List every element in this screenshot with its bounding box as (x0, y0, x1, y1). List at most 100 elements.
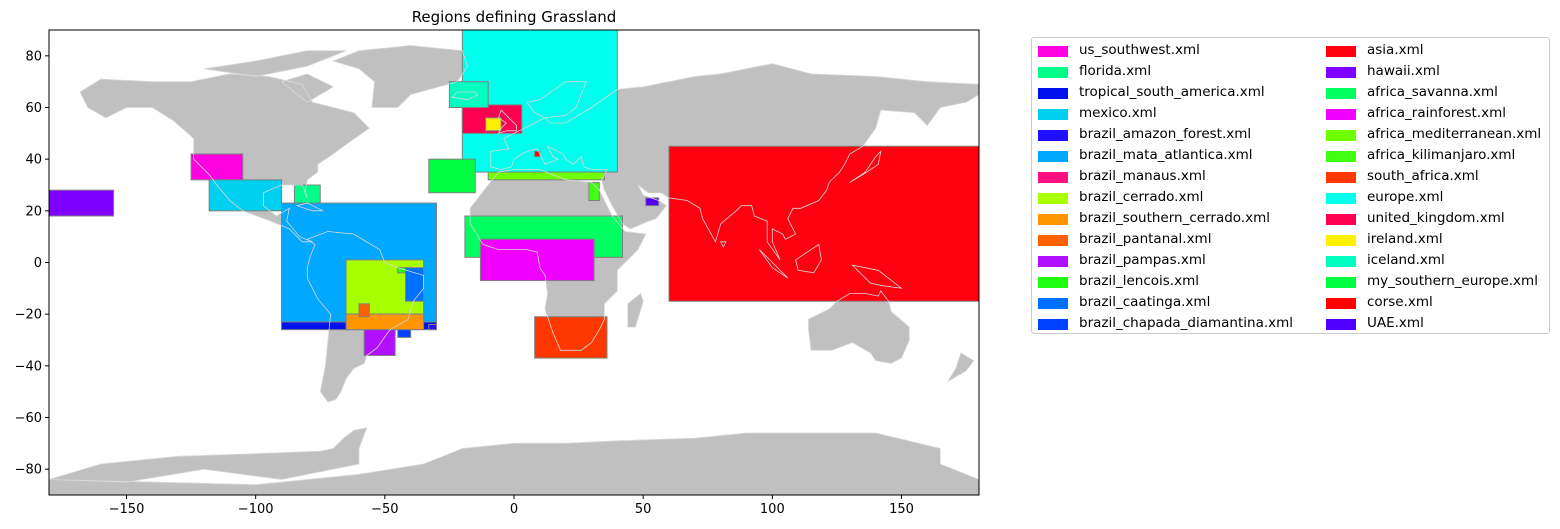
x-tick-label: 100 (760, 502, 785, 517)
legend-swatch (1326, 130, 1356, 141)
region-south-africa (534, 316, 608, 359)
legend-label: brazil_pantanal.xml (1079, 231, 1212, 247)
region-UAE (645, 197, 660, 207)
legend-swatch (1326, 88, 1356, 99)
legend-label: south_africa.xml (1367, 168, 1479, 184)
coastline-3 (469, 169, 647, 351)
coastline-16 (280, 73, 335, 103)
legend-swatch (1326, 46, 1356, 57)
legend-label: brazil_amazon_forest.xml (1079, 126, 1252, 142)
legend-label: hawaii.xml (1367, 63, 1440, 79)
legend-label: brazil_mata_atlantica.xml (1079, 147, 1253, 163)
legend-swatch (1326, 319, 1356, 330)
legend-label: asia.xml (1367, 42, 1424, 58)
legend-label: brazil_cerrado.xml (1079, 189, 1204, 205)
coastline-13 (851, 264, 903, 289)
legend-label: corse.xml (1367, 294, 1433, 310)
coastline-9 (627, 292, 644, 328)
legend-label: iceland.xml (1367, 252, 1445, 268)
x-tick-label: −100 (238, 502, 274, 517)
legend-label: brazil_pampas.xml (1079, 252, 1206, 268)
y-tick-label: −80 (15, 463, 42, 478)
legend-swatch (1326, 214, 1356, 225)
legend-swatch (1038, 88, 1068, 99)
region-brazil-amazon-forest (428, 324, 437, 331)
legend-swatch (1326, 67, 1356, 78)
x-tick-label: −50 (371, 502, 398, 517)
y-tick-label: 40 (25, 153, 42, 168)
legend-label: united_kingdom.xml (1367, 210, 1505, 226)
region-iceland (448, 81, 489, 108)
coastline-17 (203, 50, 347, 77)
coastline-0 (79, 73, 370, 243)
legend-swatch (1038, 109, 1068, 120)
legend-swatch (1038, 46, 1068, 57)
region-brazil-chapada-diamantina (397, 329, 412, 338)
region-ireland (485, 117, 502, 132)
legend-label: africa_kilimanjaro.xml (1367, 147, 1516, 163)
y-tick-label: 60 (25, 101, 42, 116)
land-mass-15 (948, 352, 974, 382)
legend-swatch (1038, 319, 1068, 330)
coastline-18 (720, 241, 727, 248)
region-hawaii (49, 189, 115, 217)
coastline-5 (808, 290, 910, 364)
legend-label: brazil_caatinga.xml (1079, 294, 1211, 310)
legend-swatch (1326, 151, 1356, 162)
legend-swatch (1326, 256, 1356, 267)
legend-swatch (1038, 151, 1068, 162)
y-tick-label: 20 (25, 204, 42, 219)
y-tick-label: −60 (15, 411, 42, 426)
x-tick-label: 50 (635, 502, 652, 517)
legend-swatch (1038, 298, 1068, 309)
y-tick-label: 80 (25, 49, 42, 64)
legend-swatch (1326, 193, 1356, 204)
legend-swatch (1326, 277, 1356, 288)
legend-label: UAE.xml (1367, 315, 1424, 331)
legend-swatch (1326, 172, 1356, 183)
land-mass-17 (204, 50, 347, 77)
land-mass-5 (808, 290, 910, 364)
legend-swatch (1326, 298, 1356, 309)
land-mass-16 (281, 73, 334, 103)
y-tick-label: 0 (34, 256, 42, 271)
x-tick-label: 0 (510, 502, 518, 517)
coastline-14 (295, 202, 323, 212)
legend-label: africa_mediterranean.xml (1367, 126, 1542, 142)
legend-label: europe.xml (1367, 189, 1444, 205)
region-asia (668, 145, 979, 302)
region-brazil-southern-cerrado (345, 313, 425, 331)
land-mass-8 (49, 427, 979, 495)
legend-swatch (1038, 172, 1068, 183)
legend-swatch (1326, 109, 1356, 120)
legend-label: mexico.xml (1079, 105, 1157, 121)
legend-label: florida.xml (1079, 63, 1152, 79)
legend-swatch (1038, 235, 1068, 246)
y-tick-label: −40 (15, 359, 42, 374)
y-tick-label: −20 (15, 308, 42, 323)
x-tick-label: −150 (109, 502, 145, 517)
coastline-4 (490, 63, 979, 261)
coastline-6 (497, 109, 517, 134)
legend-label: brazil_manaus.xml (1079, 168, 1206, 184)
region-brazil-pantanal (358, 303, 370, 318)
legend-label: brazil_chapada_diamantina.xml (1079, 315, 1294, 331)
legend-swatch (1038, 67, 1068, 78)
legend-swatch (1038, 193, 1068, 204)
legend-label: ireland.xml (1367, 231, 1443, 247)
legend-label: my_southern_europe.xml (1367, 273, 1538, 289)
coastline-7 (451, 91, 479, 101)
region-my-southern-europe (428, 158, 476, 194)
coastline-8 (49, 427, 979, 495)
coastline-12 (795, 243, 822, 274)
coastline-1 (306, 231, 425, 403)
legend-label: brazil_southern_cerrado.xml (1079, 210, 1270, 226)
region-us-southwest (190, 153, 244, 181)
legend-label: africa_rainforest.xml (1367, 105, 1506, 121)
legend: us_southwest.xml florida.xml tropical_sout… (1031, 37, 1550, 334)
legend-swatch (1038, 256, 1068, 267)
coastline-2 (331, 45, 468, 108)
land-mass-9 (627, 293, 644, 328)
coastline-10 (849, 150, 882, 183)
